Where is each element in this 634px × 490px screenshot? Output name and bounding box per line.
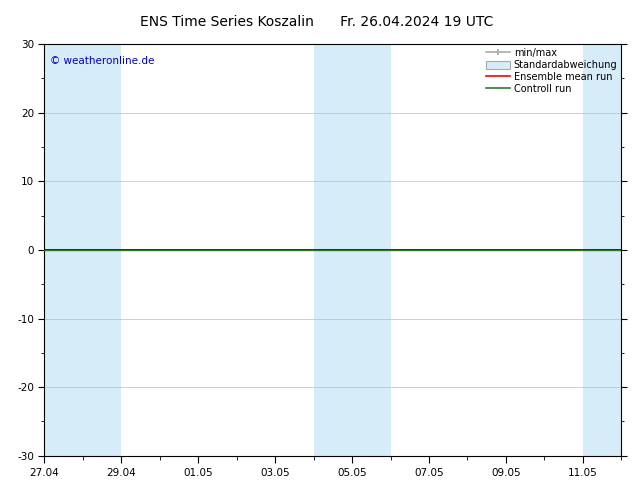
Bar [583,44,621,456]
Bar [314,44,352,456]
Bar [44,44,83,456]
Text: ENS Time Series Koszalin      Fr. 26.04.2024 19 UTC: ENS Time Series Koszalin Fr. 26.04.2024 … [140,15,494,29]
Bar [352,44,391,456]
Bar [83,44,121,456]
Text: © weatheronline.de: © weatheronline.de [50,56,155,67]
Legend: min/max, Standardabweichung, Ensemble mean run, Controll run: min/max, Standardabweichung, Ensemble me… [484,46,619,96]
